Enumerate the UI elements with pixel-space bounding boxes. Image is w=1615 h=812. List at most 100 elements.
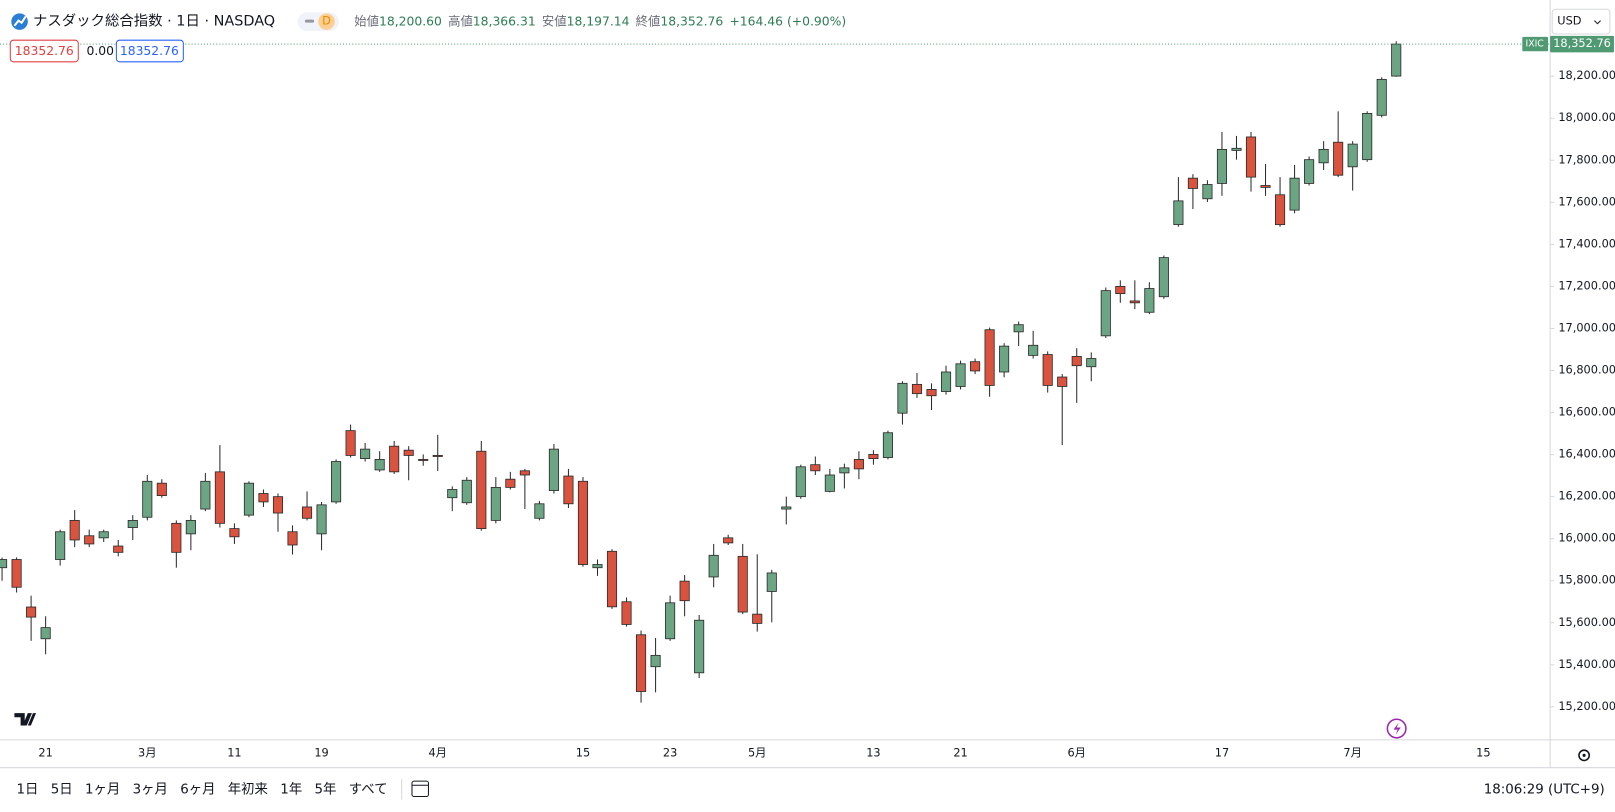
settings-icon[interactable] bbox=[1578, 749, 1591, 762]
candle-body bbox=[505, 478, 516, 488]
candle-body bbox=[301, 506, 313, 519]
candle-body bbox=[287, 531, 298, 546]
x-tick-label: 15 bbox=[576, 745, 590, 759]
candle-body bbox=[766, 572, 777, 592]
range-button[interactable]: 6ヶ月 bbox=[180, 782, 215, 797]
candle-body bbox=[577, 480, 589, 565]
candle-body bbox=[1376, 78, 1387, 116]
candle-body bbox=[868, 453, 879, 460]
candle-body bbox=[272, 496, 284, 514]
candle-body bbox=[1057, 376, 1068, 387]
candle-body bbox=[1231, 147, 1242, 151]
range-button[interactable]: 5日 bbox=[51, 782, 73, 797]
range-button[interactable]: すべて bbox=[349, 781, 388, 797]
candle-body bbox=[1347, 143, 1358, 168]
candle-body bbox=[403, 449, 414, 456]
symbol-title[interactable]: ナスダック総合指数 · 1日 · NASDAQ bbox=[33, 13, 275, 30]
date-range-icon[interactable] bbox=[411, 780, 429, 798]
candle-body bbox=[534, 503, 545, 519]
candle-body bbox=[708, 554, 719, 578]
ohlc-line: 始値18,200.60 高値18,366.31 安値18,197.14 終値18,35… bbox=[354, 13, 846, 28]
y-tick-label: 15,200.00 bbox=[1558, 699, 1615, 713]
candle-body bbox=[69, 519, 80, 541]
candle-body bbox=[970, 361, 981, 372]
candle-body bbox=[926, 389, 937, 397]
candle-body bbox=[1129, 300, 1140, 304]
y-tick-label: 18,200.00 bbox=[1558, 68, 1615, 82]
range-button[interactable]: 年初来 bbox=[228, 781, 268, 797]
y-tick-label: 15,800.00 bbox=[1558, 573, 1615, 587]
candle-body bbox=[374, 459, 385, 471]
tv-logo[interactable] bbox=[14, 713, 37, 726]
candle-body bbox=[1245, 136, 1257, 178]
symbol-tag-bg bbox=[1522, 36, 1549, 52]
candle-body bbox=[1028, 344, 1039, 356]
y-tick-label: 17,000.00 bbox=[1558, 320, 1615, 334]
candle-body bbox=[214, 471, 225, 524]
candle-body bbox=[606, 550, 618, 608]
x-tick-label: 5月 bbox=[748, 745, 767, 759]
candle-body bbox=[113, 545, 124, 553]
candle-body bbox=[331, 461, 342, 503]
candle-body bbox=[548, 448, 559, 491]
y-tick-label: 17,800.00 bbox=[1558, 152, 1615, 166]
candle-body bbox=[839, 467, 850, 474]
currency-button[interactable] bbox=[1551, 8, 1611, 35]
range-button[interactable]: 1ヶ月 bbox=[85, 782, 120, 797]
candle-body bbox=[1086, 358, 1097, 368]
y-tick-label: 16,800.00 bbox=[1558, 363, 1615, 377]
candle-body bbox=[955, 363, 966, 387]
candle-body bbox=[810, 464, 821, 472]
badge-dash bbox=[304, 19, 315, 23]
dropdown-arrow bbox=[1594, 20, 1601, 25]
candle-body bbox=[345, 430, 356, 456]
currency[interactable]: USD bbox=[1557, 14, 1581, 28]
candle-body bbox=[1144, 288, 1155, 313]
y-tick-label: 16,200.00 bbox=[1558, 489, 1615, 503]
open-value: 18,200.60 bbox=[379, 14, 442, 28]
candle-body bbox=[1275, 194, 1286, 226]
candle-body bbox=[563, 475, 574, 505]
x-tick-label: 4月 bbox=[428, 745, 447, 759]
candle-body bbox=[1071, 356, 1082, 367]
candle-body bbox=[795, 466, 806, 498]
candle-body bbox=[1173, 200, 1184, 226]
y-tick-label: 18,000.00 bbox=[1558, 110, 1615, 124]
candle-body bbox=[1304, 159, 1315, 184]
y-tick-label: 17,400.00 bbox=[1558, 236, 1615, 250]
candle-body bbox=[824, 474, 835, 492]
x-tick-label: 11 bbox=[227, 745, 241, 759]
candle-body bbox=[1187, 177, 1198, 189]
candle-body bbox=[999, 345, 1010, 373]
x-tick-label: 19 bbox=[314, 745, 328, 759]
candle-body bbox=[882, 432, 893, 458]
range-button[interactable]: 1年 bbox=[280, 781, 302, 797]
last-price-label-bg bbox=[1550, 35, 1614, 53]
range-button[interactable]: 5年 bbox=[315, 781, 337, 797]
low-value: 18,197.14 bbox=[567, 14, 630, 28]
candle-body bbox=[40, 627, 51, 640]
events-icon[interactable] bbox=[1386, 718, 1407, 739]
candle-body bbox=[853, 459, 864, 470]
events-bolt bbox=[1393, 722, 1401, 735]
candle-body bbox=[621, 601, 632, 625]
candle-body bbox=[723, 537, 734, 544]
candle-body bbox=[1318, 148, 1329, 164]
candle-body bbox=[432, 455, 443, 457]
close-label: 終値 bbox=[636, 13, 661, 28]
candle-body bbox=[984, 329, 995, 386]
range-button[interactable]: 1日 bbox=[16, 782, 38, 797]
y-tick-label: 17,600.00 bbox=[1558, 194, 1615, 208]
candle-body bbox=[461, 479, 472, 504]
candle-body bbox=[316, 504, 327, 535]
y-tick-label: 16,600.00 bbox=[1558, 405, 1615, 419]
y-tick-label: 15,600.00 bbox=[1558, 615, 1615, 629]
candle-body bbox=[84, 535, 95, 545]
candle-body bbox=[679, 580, 690, 602]
close-value: 18,352.76 bbox=[660, 14, 723, 28]
candle-body bbox=[1362, 113, 1373, 161]
range-button[interactable]: 3ヶ月 bbox=[133, 782, 168, 797]
candle-body bbox=[360, 448, 371, 460]
